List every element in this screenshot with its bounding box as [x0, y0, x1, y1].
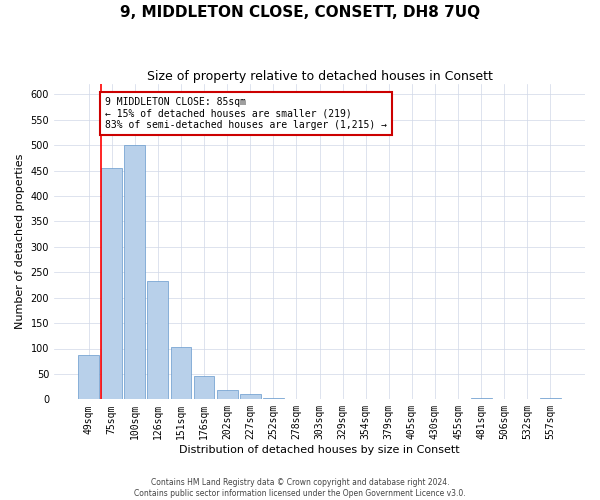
Bar — [240, 394, 260, 400]
Bar — [148, 281, 168, 400]
Bar — [471, 398, 491, 400]
Bar — [124, 145, 145, 400]
Bar — [194, 376, 214, 400]
Bar — [263, 398, 284, 400]
Bar — [217, 390, 238, 400]
Text: 9, MIDDLETON CLOSE, CONSETT, DH8 7UQ: 9, MIDDLETON CLOSE, CONSETT, DH8 7UQ — [120, 5, 480, 20]
Bar — [540, 398, 561, 400]
Bar — [78, 354, 99, 400]
Y-axis label: Number of detached properties: Number of detached properties — [15, 154, 25, 330]
Bar — [101, 168, 122, 400]
Bar — [170, 347, 191, 400]
X-axis label: Distribution of detached houses by size in Consett: Distribution of detached houses by size … — [179, 445, 460, 455]
Title: Size of property relative to detached houses in Consett: Size of property relative to detached ho… — [146, 70, 493, 83]
Text: Contains HM Land Registry data © Crown copyright and database right 2024.
Contai: Contains HM Land Registry data © Crown c… — [134, 478, 466, 498]
Text: 9 MIDDLETON CLOSE: 85sqm
← 15% of detached houses are smaller (219)
83% of semi-: 9 MIDDLETON CLOSE: 85sqm ← 15% of detach… — [105, 97, 387, 130]
